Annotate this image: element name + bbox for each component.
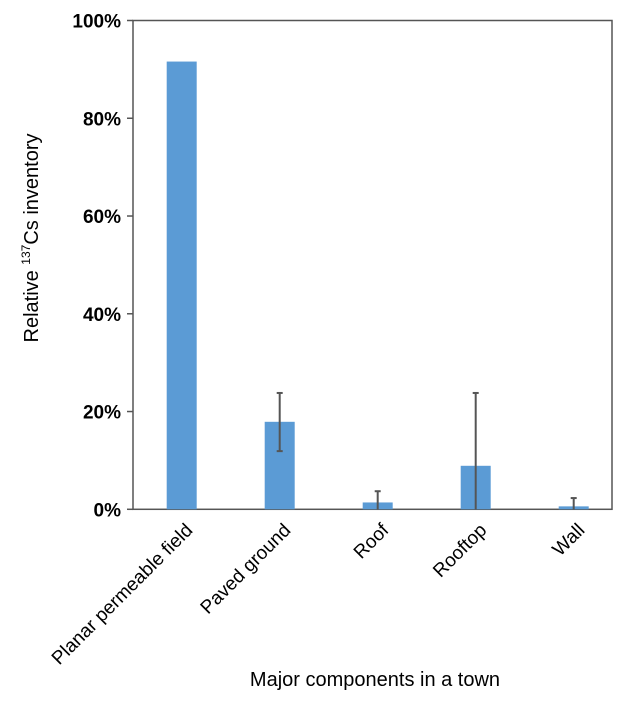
bar — [166, 61, 197, 510]
y-tick-label: 0% — [94, 500, 122, 521]
y-tick-label: 100% — [72, 12, 121, 33]
x-tick-label: Planar permeable field — [48, 520, 197, 669]
y-axis-label: Relative 137Cs inventory — [19, 134, 43, 343]
x-tick-label: Rooftop — [429, 520, 491, 582]
y-tick-label: 20% — [83, 403, 121, 424]
x-tick-label: Roof — [350, 519, 394, 563]
x-axis-label: Major components in a town — [250, 669, 500, 691]
y-tick-label: 60% — [83, 207, 121, 228]
y-tick-label: 80% — [83, 109, 121, 130]
x-tick-label: Wall — [549, 520, 589, 560]
x-tick-label: Paved ground — [197, 520, 296, 619]
y-tick-label: 40% — [83, 305, 121, 326]
plot-frame — [132, 19, 613, 511]
